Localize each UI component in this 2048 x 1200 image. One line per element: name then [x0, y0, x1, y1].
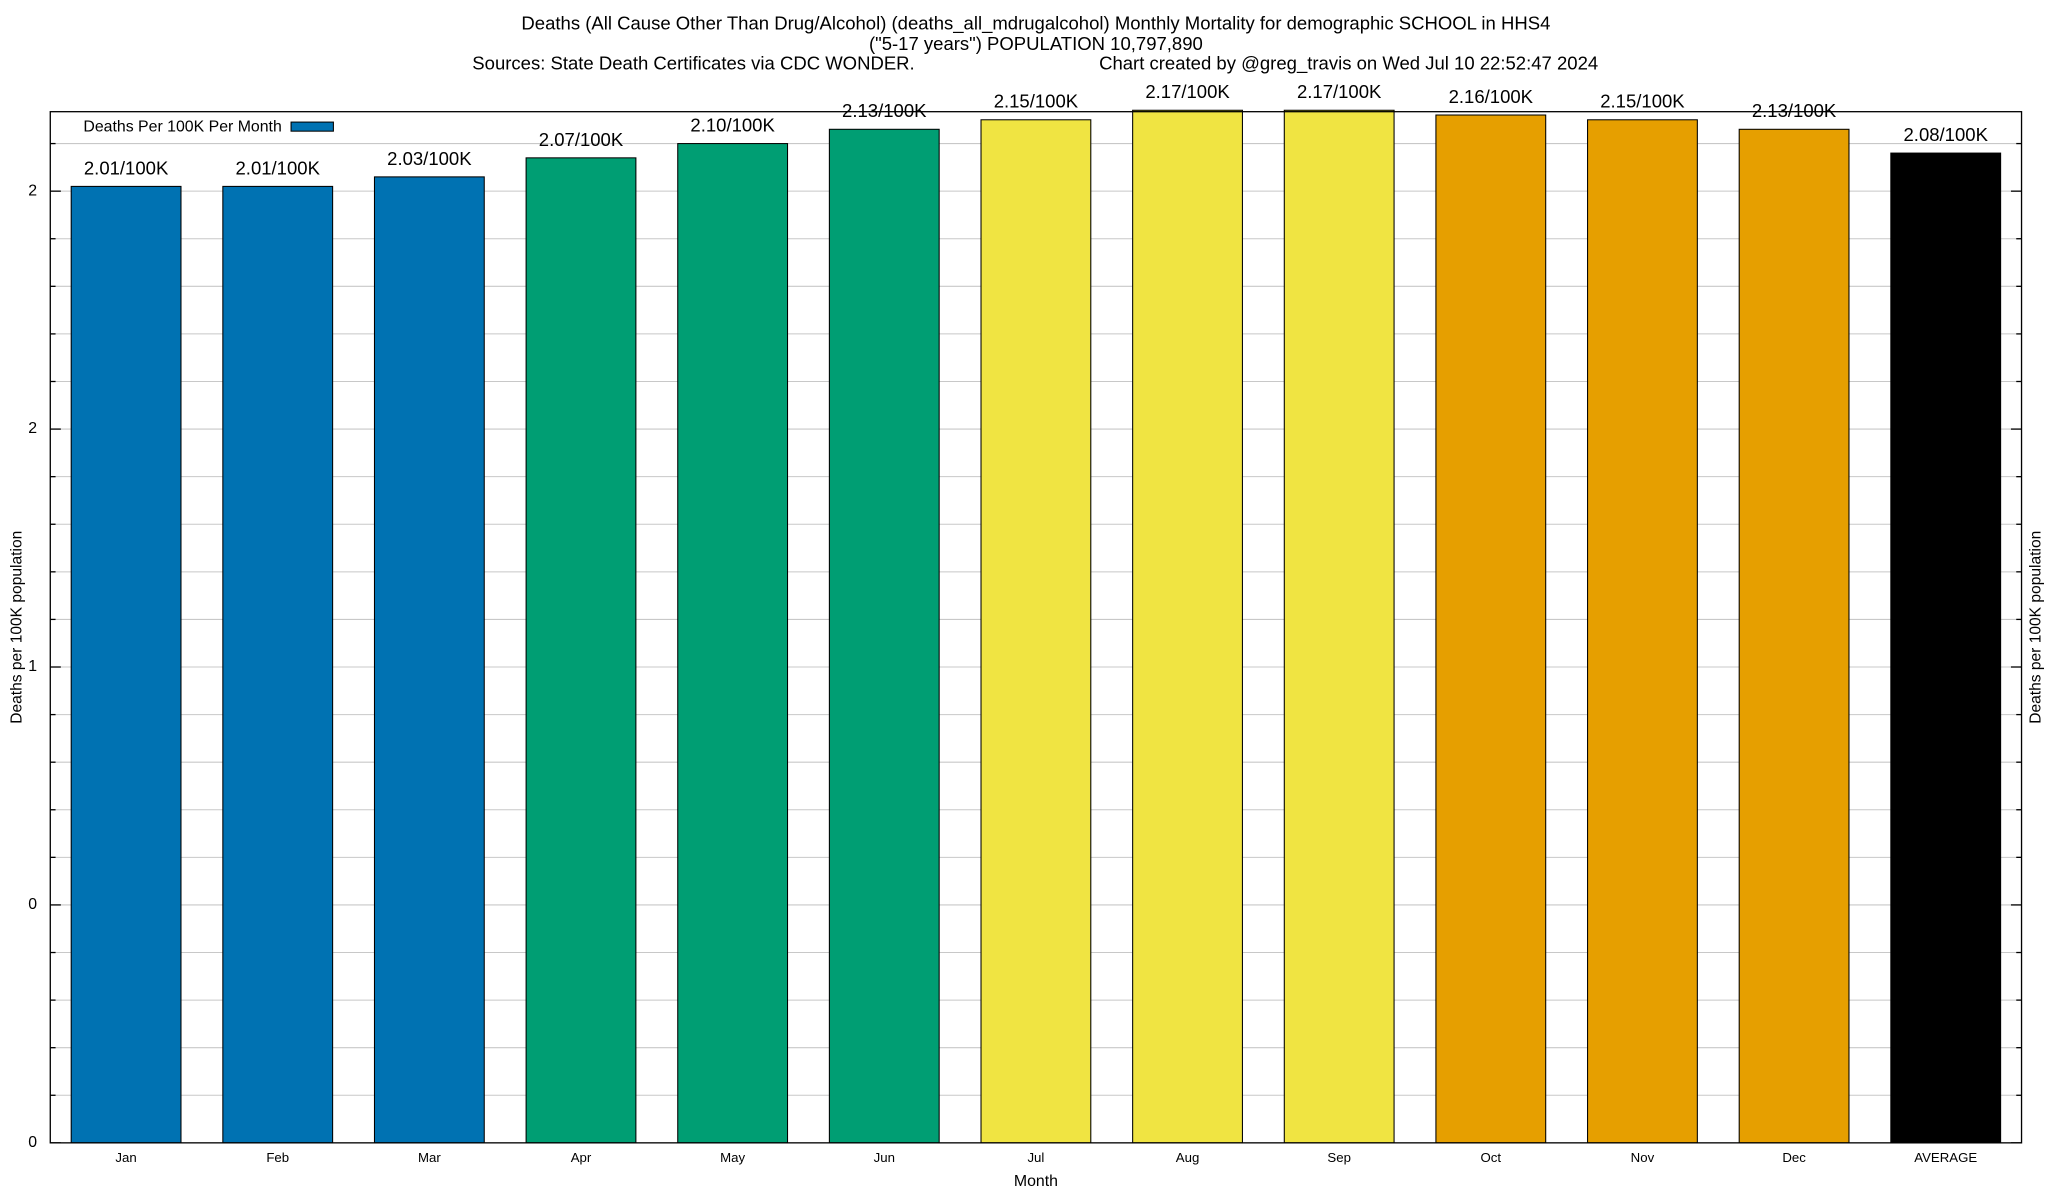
bar: [980, 119, 1092, 1144]
data-label: 2.10/100K: [690, 115, 775, 136]
x-tick-label: Mar: [418, 1150, 441, 1165]
y-tick-label: 2: [28, 182, 37, 199]
x-tick-label: Jul: [1027, 1150, 1044, 1165]
y-tick-label: 0: [28, 1134, 37, 1151]
data-label: 2.15/100K: [1600, 91, 1685, 112]
legend-swatch: [290, 121, 334, 132]
x-tick-label: Jan: [115, 1150, 136, 1165]
bar: [1738, 128, 1850, 1144]
data-label: 2.17/100K: [1145, 81, 1230, 102]
chart-title: ("5-17 years") POPULATION 10,797,890: [869, 33, 1203, 54]
x-tick-label: Dec: [1782, 1150, 1806, 1165]
data-label: 2.13/100K: [842, 100, 927, 121]
x-tick-label: Feb: [266, 1150, 289, 1165]
bar: [1132, 109, 1243, 1144]
data-label: 2.15/100K: [994, 91, 1079, 112]
data-label: 2.01/100K: [84, 157, 169, 178]
data-label: 2.01/100K: [236, 157, 321, 178]
x-axis-label: Month: [1014, 1173, 1058, 1190]
data-label: 2.03/100K: [387, 148, 472, 169]
data-label: 2.08/100K: [1904, 124, 1989, 145]
data-label: 2.13/100K: [1752, 100, 1837, 121]
y-tick-label: 0: [28, 896, 37, 913]
bar: [70, 185, 182, 1144]
data-label: 2.17/100K: [1297, 81, 1382, 102]
x-tick-label: Jun: [874, 1150, 895, 1165]
x-tick-label: May: [720, 1150, 745, 1165]
x-tick-label: AVERAGE: [1914, 1150, 1977, 1165]
bar: [828, 128, 940, 1144]
source: Sources: State Death Certificates via CD…: [472, 53, 914, 74]
legend-label: Deaths Per 100K Per Month: [83, 119, 281, 136]
x-tick-label: Aug: [1176, 1150, 1200, 1165]
y-tick-label: 1: [28, 658, 37, 675]
y-axis-label: Deaths per 100K population: [8, 531, 25, 724]
bar: [373, 176, 485, 1144]
x-tick-label: Sep: [1327, 1150, 1351, 1165]
data-label: 2.07/100K: [539, 129, 624, 150]
bar: [525, 157, 637, 1144]
x-tick-label: Apr: [571, 1150, 592, 1165]
x-tick-label: Nov: [1631, 1150, 1655, 1165]
y2-axis-label: Deaths per 100K population: [2027, 531, 2044, 724]
x-tick-label: Oct: [1481, 1150, 1502, 1165]
bar: [677, 143, 789, 1144]
bar: [1890, 152, 2002, 1144]
chart-title: Deaths (All Cause Other Than Drug/Alcoho…: [521, 13, 1550, 35]
y-tick-label: 2: [28, 420, 37, 437]
data-label: 2.16/100K: [1449, 86, 1534, 107]
bar: [1283, 109, 1395, 1144]
bar: [1435, 114, 1547, 1144]
credit: Chart created by @greg_travis on Wed Jul…: [1099, 53, 1598, 75]
bar: [222, 185, 334, 1144]
bar: [1587, 119, 1698, 1144]
plot-frame: [49, 111, 2023, 1144]
